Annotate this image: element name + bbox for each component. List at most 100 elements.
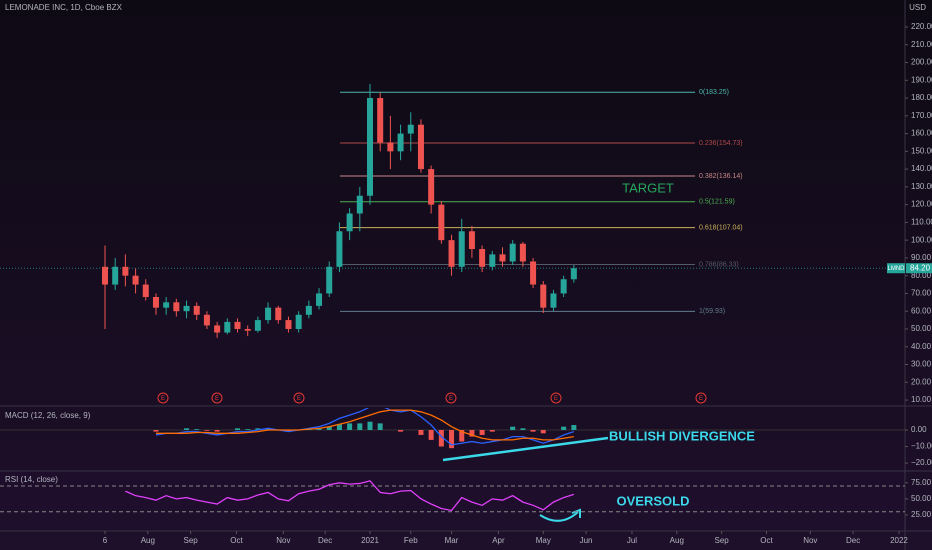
candle-body <box>102 266 108 285</box>
macd-histogram-bar <box>214 429 220 432</box>
earnings-marker <box>445 392 457 404</box>
candle-body <box>285 320 292 329</box>
fib-label: 0.382(136.14) <box>699 173 743 180</box>
macd-histogram-bar <box>367 421 373 430</box>
candle-body <box>346 213 353 232</box>
x-tick-label: 2022 <box>890 536 908 545</box>
x-tick-label: Oct <box>230 536 243 545</box>
currency: USD <box>909 3 926 12</box>
chart-title: LEMONADE INC, 1D, Cboe BZX <box>5 3 123 12</box>
y-tick-label: 100.00 <box>911 235 932 244</box>
candle-body <box>295 314 302 329</box>
x-tick-label: Feb <box>404 536 418 545</box>
candle-body <box>326 266 333 294</box>
earnings-label: E <box>215 396 219 402</box>
macd-histogram-bar <box>265 428 271 430</box>
candle-body <box>132 275 139 285</box>
macd-histogram-bar <box>398 429 404 432</box>
macd-histogram-bar <box>357 423 363 430</box>
y-tick-label: 25.00 <box>911 510 932 519</box>
signal-line <box>155 409 574 441</box>
fib-label: 0.5(121.59) <box>699 199 735 206</box>
fib-label: 0.618(107.04) <box>699 224 743 231</box>
candle-body <box>173 302 180 312</box>
y-tick-label: 210.00 <box>911 40 932 49</box>
candle-body <box>468 231 475 250</box>
candle-body <box>397 133 404 152</box>
x-tick-label: Jun <box>580 536 593 545</box>
macd-histogram-bar <box>316 428 322 430</box>
oversold-annotation: OVERSOLD <box>617 493 690 508</box>
x-tick-label: May <box>536 536 551 545</box>
price-badge <box>906 263 932 274</box>
y-tick-label: 80.00 <box>911 271 932 280</box>
candle-body <box>570 268 577 280</box>
candle-body <box>407 124 414 134</box>
macd-histogram-bar <box>153 429 159 432</box>
x-tick-label: Jul <box>627 536 637 545</box>
macd-histogram-bar <box>571 425 577 430</box>
candle-body <box>560 279 567 294</box>
macd-histogram-bar <box>449 429 455 449</box>
symbol-label: LMND <box>887 266 905 272</box>
candle-body <box>214 325 221 333</box>
price-label: 84.20 <box>910 263 931 272</box>
x-tick-label: 2021 <box>361 536 379 545</box>
macd-histogram-bar <box>530 429 536 432</box>
earnings-label: E <box>699 396 703 402</box>
earnings-label: E <box>554 396 558 402</box>
fib-label: 0.236(154.73) <box>699 140 743 147</box>
y-tick-label: 90.00 <box>911 253 932 262</box>
macd-histogram-bar <box>347 423 353 430</box>
y-tick-label: 50.00 <box>911 324 932 333</box>
macd-histogram-bar <box>285 429 291 432</box>
x-tick-label: Nov <box>803 536 817 545</box>
candle-body <box>530 261 537 285</box>
candle-body <box>367 98 373 196</box>
y-tick-label: 190.00 <box>911 75 932 84</box>
candle-body <box>336 231 343 267</box>
macd-histogram-bar <box>428 429 434 440</box>
candle-body <box>356 195 363 214</box>
candle-body <box>224 321 231 333</box>
candle-body <box>163 302 170 308</box>
x-tick-label: Sep <box>183 536 198 545</box>
macd-title: MACD (12, 26, close, 9) <box>5 411 91 420</box>
candle-body <box>428 169 435 205</box>
macd-histogram-bar <box>489 429 495 432</box>
y-tick-label: 220.00 <box>911 22 932 31</box>
y-tick-label: −10.00 <box>911 442 932 451</box>
candle-body <box>438 204 445 241</box>
macd-histogram-bar <box>204 429 210 431</box>
earnings-marker <box>293 392 305 404</box>
macd-histogram-bar <box>540 429 546 434</box>
rsi-line <box>125 480 575 512</box>
macd-histogram-bar <box>326 426 332 430</box>
macd-histogram-bar <box>336 424 342 430</box>
earnings-label: E <box>449 396 453 402</box>
x-tick-label: Apr <box>492 536 505 545</box>
candle-body <box>387 142 394 152</box>
divergence-trendline <box>442 436 609 462</box>
candle-body <box>540 284 547 308</box>
macd-histogram-bar <box>459 429 465 442</box>
candle-body <box>244 328 251 331</box>
candle-body <box>112 266 119 285</box>
y-tick-label: 10.00 <box>911 395 932 404</box>
candle-body <box>305 305 312 315</box>
x-tick-label: Aug <box>141 536 155 545</box>
candle-body <box>417 124 424 170</box>
candle-body <box>489 254 496 267</box>
candle-body <box>509 243 516 262</box>
macd-histogram-bar <box>235 428 240 430</box>
macd-histogram-bar <box>438 429 444 447</box>
x-tick-label: Nov <box>276 536 290 545</box>
candle-body <box>234 321 241 329</box>
y-tick-label: 70.00 <box>911 289 932 298</box>
y-tick-label: −20.00 <box>911 458 932 467</box>
macd-histogram-bar <box>469 429 475 437</box>
y-tick-label: 75.00 <box>911 478 932 487</box>
y-tick-label: 40.00 <box>911 342 932 351</box>
y-tick-label: 30.00 <box>911 360 932 369</box>
macd-histogram-bar <box>184 428 190 430</box>
